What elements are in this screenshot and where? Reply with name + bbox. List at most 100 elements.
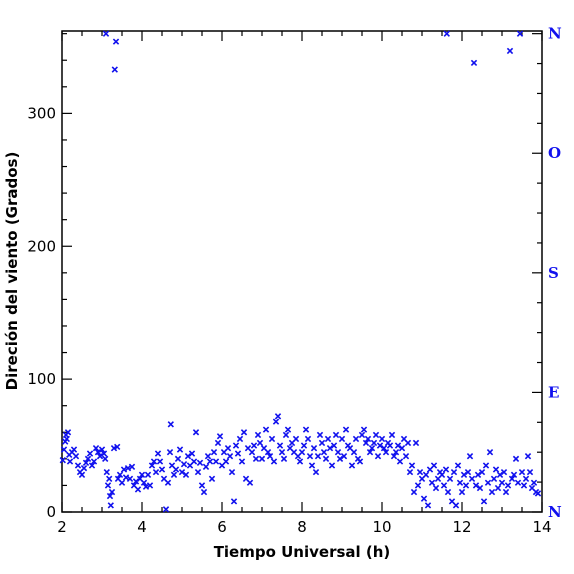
data-point	[452, 502, 460, 509]
data-point	[446, 475, 454, 482]
y-axis-title: Direción del viento (Grados)	[3, 152, 21, 391]
data-point	[306, 453, 314, 460]
data-points	[59, 30, 542, 513]
data-point	[480, 498, 488, 505]
data-point	[330, 442, 338, 449]
data-point	[454, 462, 462, 469]
data-point	[416, 468, 424, 476]
cardinal-label: O	[548, 144, 561, 162]
data-point	[522, 475, 530, 482]
data-point	[128, 463, 136, 470]
data-point	[470, 59, 478, 67]
data-point	[70, 446, 78, 453]
x-tick-label: 12	[452, 518, 471, 536]
data-point	[518, 468, 526, 476]
data-point	[320, 449, 328, 456]
data-point	[111, 66, 118, 73]
data-point	[256, 439, 264, 447]
data-point	[264, 449, 272, 456]
data-point	[308, 462, 316, 469]
data-point	[432, 484, 440, 492]
data-point	[364, 435, 372, 443]
data-point	[396, 458, 404, 465]
data-point	[236, 435, 244, 443]
data-point	[526, 468, 534, 476]
data-point	[246, 479, 254, 486]
data-point	[358, 431, 366, 439]
data-point	[60, 446, 68, 453]
data-point	[310, 445, 318, 452]
data-point	[412, 439, 420, 447]
data-point	[332, 431, 340, 439]
data-point	[524, 453, 532, 460]
data-point	[378, 435, 386, 443]
data-point	[490, 475, 498, 482]
data-point	[63, 435, 70, 443]
data-point	[472, 482, 480, 489]
data-point	[508, 475, 516, 482]
data-point	[258, 455, 266, 463]
data-point	[268, 435, 276, 443]
data-point	[192, 429, 200, 436]
data-point	[296, 458, 304, 465]
data-point	[182, 471, 190, 478]
data-point	[498, 479, 506, 486]
cardinal-label: S	[548, 264, 559, 282]
data-point	[496, 471, 504, 478]
data-point	[342, 426, 350, 433]
data-point	[386, 442, 394, 449]
data-point	[356, 458, 364, 465]
cardinal-label: E	[548, 383, 559, 401]
data-point	[456, 479, 464, 486]
data-point	[78, 471, 86, 478]
data-point	[98, 446, 106, 453]
data-point	[520, 482, 528, 489]
data-point	[132, 478, 140, 485]
data-point	[464, 468, 472, 476]
x-tick-label: 10	[372, 518, 391, 536]
data-point	[404, 439, 412, 447]
data-point	[514, 479, 522, 486]
data-point	[316, 431, 324, 439]
data-point	[210, 449, 218, 456]
data-point	[502, 488, 510, 496]
data-point	[272, 418, 280, 425]
data-point	[424, 502, 432, 509]
data-point	[170, 471, 178, 478]
data-point	[228, 468, 236, 476]
data-point	[252, 455, 260, 463]
data-point	[74, 462, 82, 469]
data-point	[466, 453, 474, 460]
data-point	[304, 435, 312, 443]
data-point	[166, 449, 174, 456]
data-point	[488, 488, 496, 496]
data-point	[90, 458, 98, 465]
data-point	[443, 30, 450, 37]
data-point	[460, 471, 468, 478]
data-point	[392, 449, 400, 456]
data-point	[198, 482, 206, 489]
data-point	[144, 471, 152, 478]
data-point	[134, 486, 142, 493]
data-point	[312, 468, 320, 476]
data-point	[100, 450, 108, 457]
data-point	[504, 482, 512, 489]
data-point	[156, 458, 164, 465]
data-point	[178, 468, 186, 476]
data-point	[230, 498, 238, 505]
data-point	[126, 475, 134, 482]
data-point	[410, 488, 418, 496]
data-point	[474, 471, 482, 478]
data-point	[406, 468, 414, 476]
data-point	[238, 458, 246, 465]
data-point	[190, 458, 198, 465]
data-point	[420, 495, 428, 502]
axis-ticks: 2 4 6 8 10 12 14 0 100 200 300 N E S O N	[27, 25, 562, 536]
data-point	[476, 484, 484, 492]
data-point	[482, 462, 490, 469]
data-point	[462, 482, 470, 489]
data-point	[450, 468, 458, 476]
data-point	[162, 506, 170, 513]
x-tick-label: 2	[57, 518, 67, 536]
